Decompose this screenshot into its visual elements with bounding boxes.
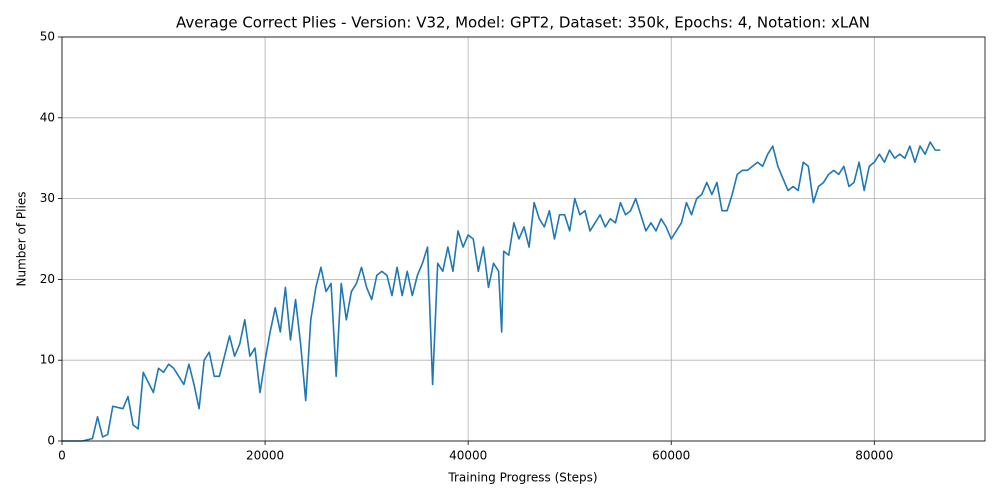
x-tick-label: 40000	[449, 449, 487, 463]
y-tick-label: 10	[40, 353, 55, 367]
x-tick-label: 20000	[246, 449, 284, 463]
y-axis-label: Number of Plies	[15, 192, 29, 287]
data-line	[62, 141, 941, 442]
plot-frame	[61, 36, 986, 442]
x-tick-label: 80000	[855, 449, 893, 463]
x-tick-label: 60000	[652, 449, 690, 463]
y-tick-label: 20	[40, 272, 55, 286]
y-tick-label: 50	[40, 30, 55, 44]
y-tick-label: 30	[40, 191, 55, 205]
y-tick-label: 40	[40, 110, 55, 124]
x-tick-label: 0	[58, 449, 66, 463]
x-axis-label: Training Progress (Steps)	[447, 471, 597, 485]
y-tick-label: 0	[47, 434, 55, 448]
chart-title: Average Correct Plies - Version: V32, Mo…	[176, 14, 870, 32]
